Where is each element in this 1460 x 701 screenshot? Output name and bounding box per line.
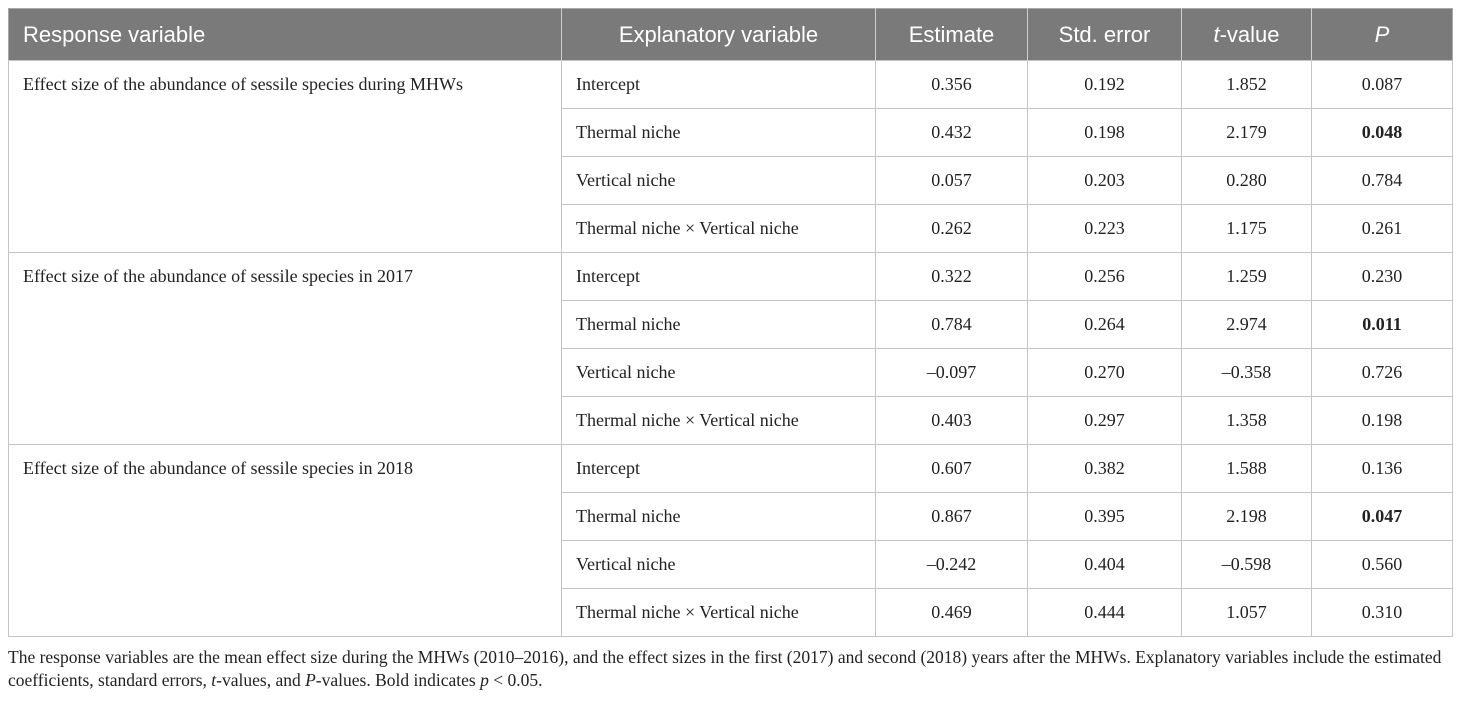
table-row: Thermal niche 0.432 0.198 2.179 0.048: [9, 108, 1453, 157]
estimate-cell: 0.867: [875, 492, 1028, 541]
table-row: Effect size of the abundance of sessile …: [8, 252, 1453, 445]
std-error-cell: 0.444: [1027, 588, 1182, 637]
table-row: Vertical niche –0.242 0.404 –0.598 0.560: [9, 540, 1453, 589]
header-p-italic: P: [1374, 21, 1390, 47]
header-response-variable: Response variable: [8, 8, 562, 61]
t-value-cell: 2.198: [1181, 492, 1312, 541]
std-error-cell: 0.297: [1027, 396, 1182, 445]
explanatory-variable-cell: Vertical niche: [561, 348, 876, 397]
t-value-cell: –0.358: [1181, 348, 1312, 397]
estimate-cell: 0.784: [875, 300, 1028, 349]
p-value-cell: 0.011: [1311, 300, 1453, 349]
t-value-cell: 1.259: [1181, 252, 1312, 301]
t-value-cell: 2.974: [1181, 300, 1312, 349]
header-std-error: Std. error: [1027, 8, 1182, 61]
table-row: Vertical niche 0.057 0.203 0.280 0.784: [9, 156, 1453, 205]
table-row: Thermal niche 0.867 0.395 2.198 0.047: [9, 492, 1453, 541]
p-value-cell: 0.230: [1311, 252, 1453, 301]
estimate-cell: 0.057: [875, 156, 1028, 205]
std-error-cell: 0.192: [1027, 60, 1182, 109]
estimate-cell: 0.322: [875, 252, 1028, 301]
footnote-part-4: < 0.05.: [488, 670, 543, 690]
header-row: Response variable Explanatory variable E…: [8, 8, 1453, 61]
explanatory-variable-cell: Intercept: [561, 60, 876, 109]
estimate-cell: 0.607: [875, 444, 1028, 493]
estimate-cell: 0.262: [875, 204, 1028, 253]
footnote-text: The response variables are the mean effe…: [8, 646, 1452, 692]
table-row: Vertical niche –0.097 0.270 –0.358 0.726: [9, 348, 1453, 397]
std-error-cell: 0.203: [1027, 156, 1182, 205]
t-value-cell: 2.179: [1181, 108, 1312, 157]
p-value-cell: 0.726: [1311, 348, 1453, 397]
p-value-cell: 0.784: [1311, 156, 1453, 205]
estimate-cell: 0.403: [875, 396, 1028, 445]
t-value-cell: 1.358: [1181, 396, 1312, 445]
table-row: Effect size of the abundance of sessile …: [8, 60, 1453, 253]
p-value-cell: 0.560: [1311, 540, 1453, 589]
footnote-t-italic: t: [211, 670, 217, 690]
explanatory-variable-cell: Intercept: [561, 252, 876, 301]
std-error-cell: 0.198: [1027, 108, 1182, 157]
t-value-cell: 0.280: [1181, 156, 1312, 205]
explanatory-variable-cell: Thermal niche × Vertical niche: [561, 396, 876, 445]
table-row: Thermal niche × Vertical niche 0.403 0.297…: [9, 396, 1453, 445]
std-error-cell: 0.223: [1027, 204, 1182, 253]
response-variable-cell: Effect size of the abundance of sessile …: [8, 60, 562, 253]
header-explanatory-variable: Explanatory variable: [561, 8, 876, 61]
p-value-cell: 0.087: [1311, 60, 1453, 109]
response-variable-cell: Effect size of the abundance of sessile …: [8, 444, 562, 637]
estimate-cell: –0.097: [875, 348, 1028, 397]
explanatory-variable-cell: Intercept: [561, 444, 876, 493]
std-error-cell: 0.382: [1027, 444, 1182, 493]
table-row: Thermal niche × Vertical niche 0.469 0.444…: [9, 588, 1453, 637]
footnote-part-2: -values, and: [216, 670, 306, 690]
explanatory-variable-cell: Vertical niche: [561, 156, 876, 205]
header-p: P: [1311, 8, 1453, 61]
footnote-part-1: The response variables are the mean effe…: [8, 647, 1442, 690]
estimate-cell: –0.242: [875, 540, 1028, 589]
t-value-cell: –0.598: [1181, 540, 1312, 589]
std-error-cell: 0.404: [1027, 540, 1182, 589]
header-t-suffix: -value: [1219, 21, 1280, 47]
estimate-cell: 0.356: [875, 60, 1028, 109]
footnote-p-lower-italic: p: [480, 670, 489, 690]
results-table: Response variable Explanatory variable E…: [8, 8, 1453, 637]
header-estimate: Estimate: [875, 8, 1028, 61]
explanatory-variable-cell: Thermal niche × Vertical niche: [561, 204, 876, 253]
response-variable-cell: Effect size of the abundance of sessile …: [8, 252, 562, 445]
std-error-cell: 0.395: [1027, 492, 1182, 541]
explanatory-variable-cell: Vertical niche: [561, 540, 876, 589]
header-t-italic: t: [1213, 21, 1220, 47]
header-t-value: t-value: [1181, 8, 1312, 61]
std-error-cell: 0.270: [1027, 348, 1182, 397]
p-value-cell: 0.198: [1311, 396, 1453, 445]
p-value-cell: 0.136: [1311, 444, 1453, 493]
table-row: Effect size of the abundance of sessile …: [8, 444, 1453, 637]
p-value-cell: 0.047: [1311, 492, 1453, 541]
estimate-cell: 0.469: [875, 588, 1028, 637]
p-value-cell: 0.261: [1311, 204, 1453, 253]
t-value-cell: 1.588: [1181, 444, 1312, 493]
std-error-cell: 0.264: [1027, 300, 1182, 349]
t-value-cell: 1.057: [1181, 588, 1312, 637]
p-value-cell: 0.310: [1311, 588, 1453, 637]
table-body: Effect size of the abundance of sessile …: [8, 60, 1453, 637]
footnote-part-3: -values. Bold indicates: [315, 670, 481, 690]
p-value-cell: 0.048: [1311, 108, 1453, 157]
t-value-cell: 1.852: [1181, 60, 1312, 109]
estimate-cell: 0.432: [875, 108, 1028, 157]
explanatory-variable-cell: Thermal niche: [561, 300, 876, 349]
t-value-cell: 1.175: [1181, 204, 1312, 253]
explanatory-variable-cell: Thermal niche × Vertical niche: [561, 588, 876, 637]
explanatory-variable-cell: Thermal niche: [561, 492, 876, 541]
std-error-cell: 0.256: [1027, 252, 1182, 301]
explanatory-variable-cell: Thermal niche: [561, 108, 876, 157]
footnote-p-italic: P: [305, 670, 316, 690]
table-row: Thermal niche × Vertical niche 0.262 0.223…: [9, 204, 1453, 253]
table-footnote: The response variables are the mean effe…: [8, 646, 1452, 692]
